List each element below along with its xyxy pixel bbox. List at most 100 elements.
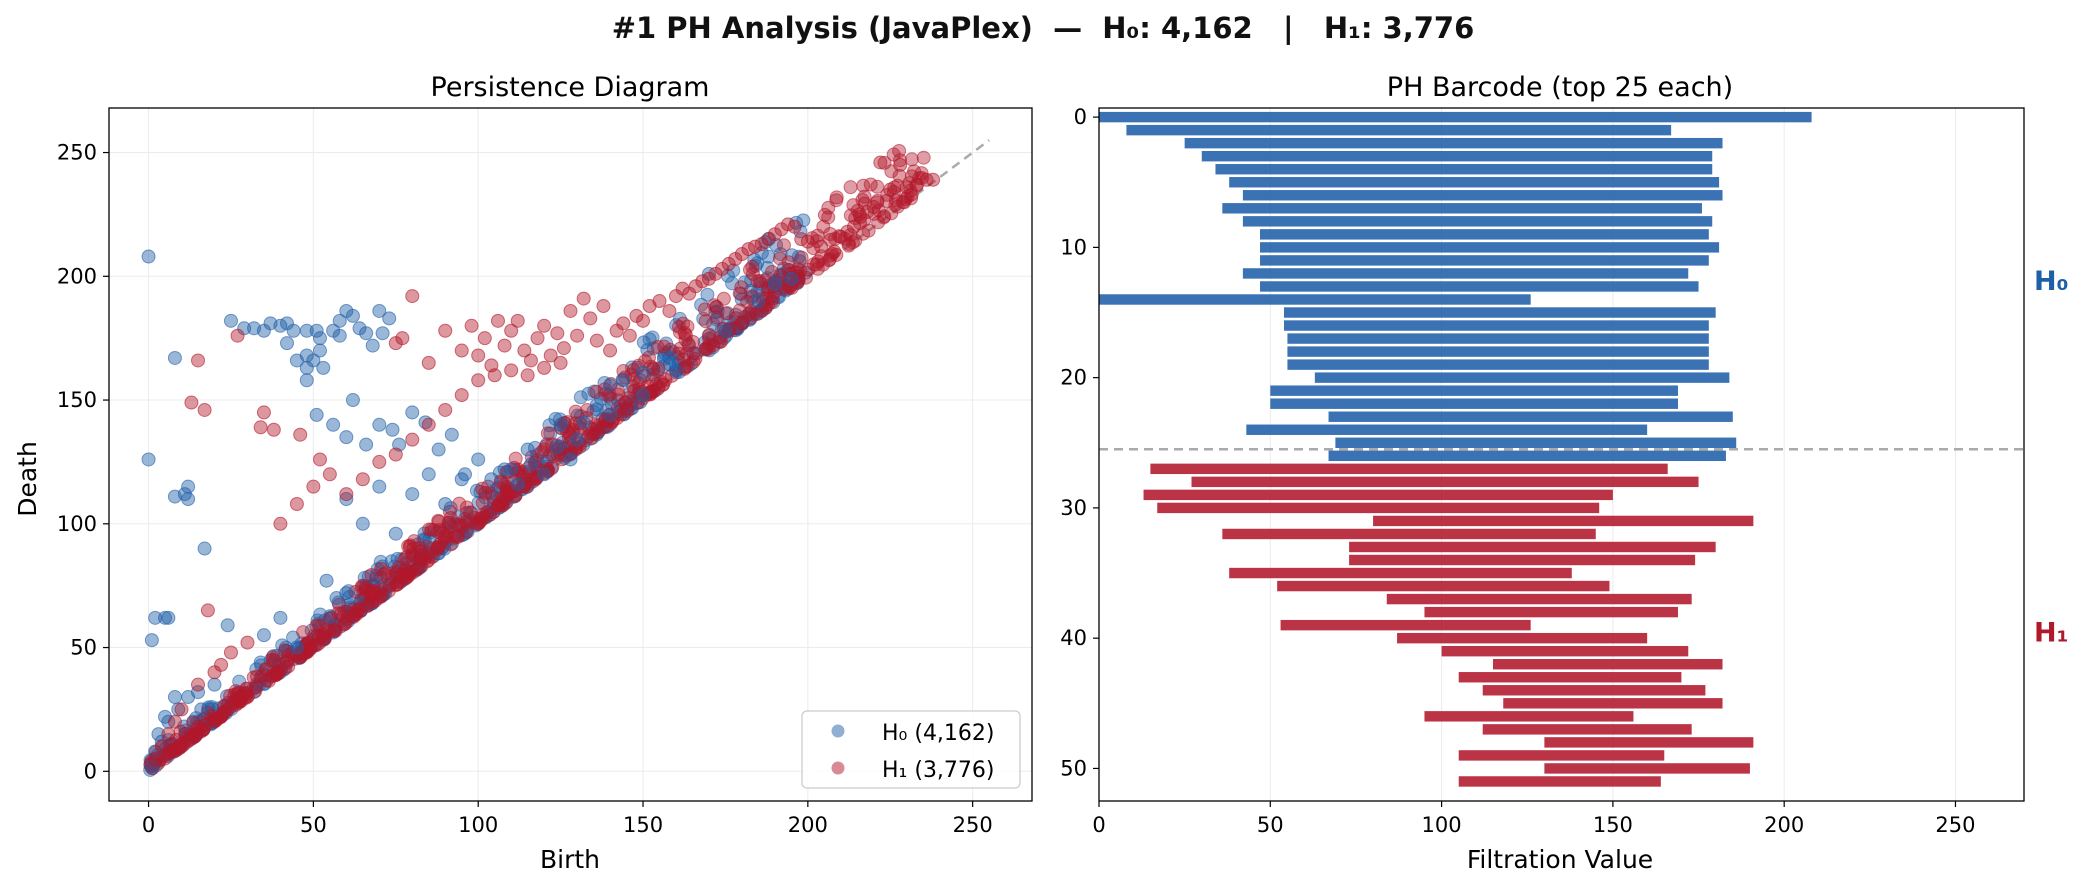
scatter-point [787,219,802,234]
scatter-point [843,180,858,195]
scatter-point [553,417,568,432]
scatter-point [405,289,420,304]
barcode-bar [1328,411,1733,422]
barcode-bars [1099,111,1812,787]
scatter-point [524,450,539,465]
barcode-bar [1215,164,1713,175]
scatter-point [389,577,404,592]
scatter-point [250,669,265,684]
scatter-point [459,500,474,515]
scatter-point [603,343,618,358]
scatter-point [507,483,522,498]
scatter-point [388,526,403,541]
scatter-point [709,300,724,315]
scatter-point [364,568,379,583]
scatter-point [562,426,577,441]
scatter-point [677,360,692,375]
scatter-point [622,328,637,343]
scatter-point [668,363,683,378]
scatter-point [530,331,545,346]
scatter-point [497,338,512,353]
barcode-xtick-label: 0 [1092,813,1105,837]
scatter-point [421,467,436,482]
scatter-point [551,442,566,457]
scatter-point [312,331,327,346]
scatter-point [572,440,587,455]
scatter-point [306,353,321,368]
scatter-point [339,430,354,445]
scatter-point [454,388,469,403]
scatter-point [421,417,436,432]
scatter-point [339,487,354,502]
scatter-point [866,200,881,214]
barcode-bar [1229,177,1720,188]
barcode-group-labels: H₀ H₁ [2034,266,2068,649]
scatter-point [603,378,618,393]
scatter-ytick-label: 150 [57,388,97,412]
persistence-diagram-panel: Persistence Diagram Birth Death 0 50 100 15… [13,72,1033,874]
scatter-point [916,150,931,165]
scatter-point [374,589,389,604]
scatter-point [234,692,249,707]
scatter-point [431,442,446,457]
barcode-bar [1260,242,1720,253]
scatter-point [395,331,410,346]
scatter-point [645,372,660,387]
barcode-ytick-label: 10 [1060,235,1087,259]
scatter-point [495,498,510,513]
scatter-point [289,497,304,511]
scatter-point [814,239,829,254]
scatter-point [289,640,304,655]
scatter-point [537,360,552,375]
scatter-xtick-label: 0 [142,813,155,837]
scatter-point [471,452,486,467]
scatter-point [734,316,749,331]
scatter-point [326,417,341,432]
scatter-point [744,304,759,319]
scatter-point [414,559,429,574]
scatter-point [596,299,611,313]
scatter-point [327,622,342,637]
scatter-xtick-label: 100 [458,813,498,837]
barcode-bar [1287,346,1709,357]
scatter-point [476,510,491,525]
scatter-point [158,610,173,625]
barcode-bar [1373,515,1754,527]
scatter-point [636,388,651,403]
scatter-point [926,172,941,187]
legend-marker-h0 [831,724,845,738]
scatter-point [359,326,374,341]
scatter-point [471,373,486,388]
scatter-ytick-label: 50 [70,636,97,660]
scatter-point [194,702,209,717]
scatter-point [822,252,837,267]
scatter-point [893,153,908,168]
barcode-bar [1242,216,1713,227]
scatter-point [478,485,493,500]
scatter-point [893,157,908,172]
scatter-point [319,573,334,588]
scatter-point [332,313,347,328]
scatter-point [504,323,519,338]
scatter-point [372,479,387,494]
barcode-xtick-label: 50 [1257,813,1284,837]
barcode-bar [1458,672,1682,683]
barcode-bar [1287,359,1709,370]
scatter-point [188,728,203,743]
barcode-group-label: H₀ [2034,266,2068,297]
barcode-bar [1270,385,1678,396]
barcode-bar [1482,685,1706,696]
scatter-point [397,552,412,567]
scatter-point [249,679,264,694]
scatter-point [781,262,796,277]
barcode-bar [1184,137,1723,149]
scatter-point [510,477,525,492]
scatter-point [810,261,825,276]
scatter-point [223,645,238,660]
barcode-bar [1260,229,1709,240]
scatter-point [520,442,535,457]
barcode-xlabel: Filtration Value [1467,845,1653,874]
barcode-group-label: H₁ [2034,618,2068,649]
scatter-ytick-label: 200 [57,264,97,288]
